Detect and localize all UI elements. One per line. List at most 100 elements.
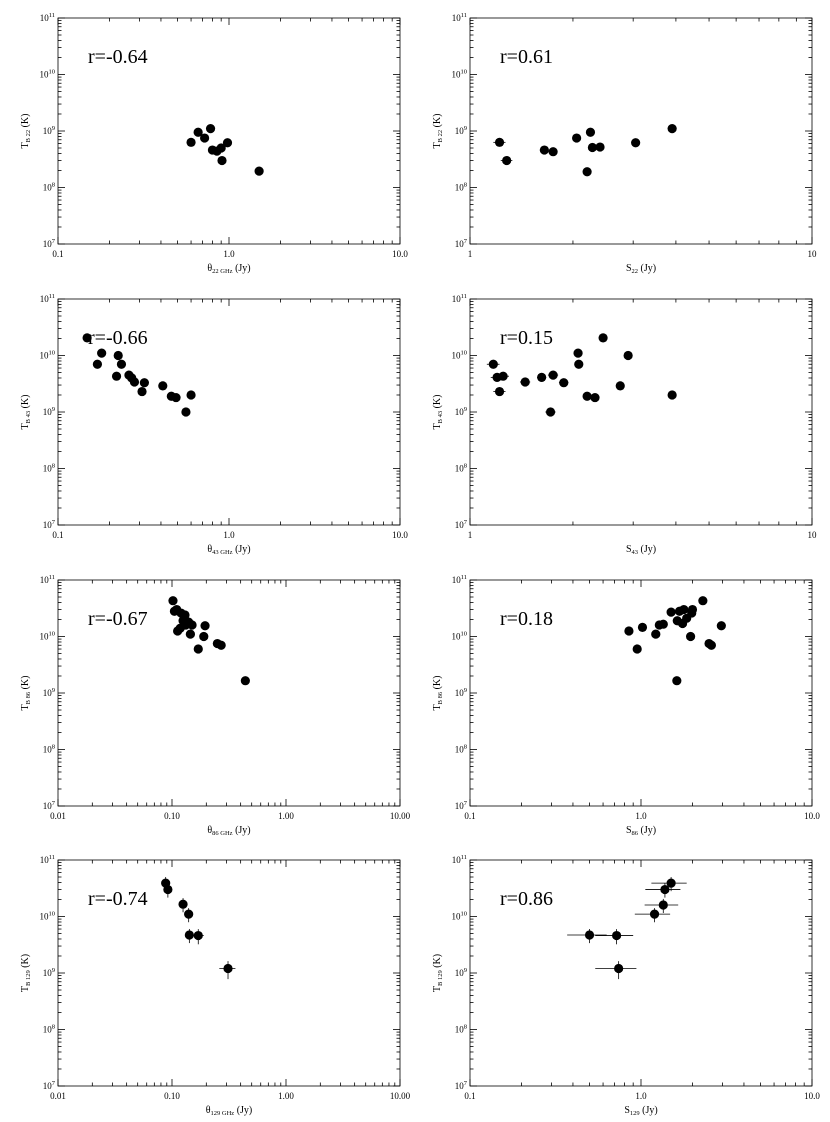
x-tick-label: 10.0 xyxy=(392,249,408,259)
y-tick-label: 109 xyxy=(43,967,55,978)
panel-a: 0.1 1.0 10.0 107 108 109 1010 1011 θ22 GHz (Jy) T… xyxy=(20,12,408,275)
y-tick-label: 1010 xyxy=(40,631,56,642)
x-tick-label: 1.0 xyxy=(635,1091,647,1101)
correlation-annotation: r=-0.64 xyxy=(88,46,148,68)
x-tick-label: 1.0 xyxy=(223,530,235,540)
data-point xyxy=(97,348,107,358)
data-point xyxy=(181,407,191,417)
data-point xyxy=(548,147,558,157)
x-tick-label: 10.00 xyxy=(390,1091,411,1101)
y-tick-label: 108 xyxy=(43,463,55,474)
x-axis-label: θ86 GHz (Jy) xyxy=(207,825,250,837)
x-tick-label: 10 xyxy=(808,530,818,540)
y-axis-label: TB 86 (K) xyxy=(20,676,32,711)
y-tick-label: 108 xyxy=(455,1024,467,1035)
data-point xyxy=(184,909,194,919)
y-axis-label: TB 129 (K) xyxy=(432,954,444,992)
data-point xyxy=(223,963,233,974)
y-tick-label: 107 xyxy=(455,519,468,530)
y-tick-label: 108 xyxy=(43,1024,55,1035)
y-tick-label: 1011 xyxy=(452,854,467,865)
y-tick-label: 109 xyxy=(455,687,467,698)
y-tick-label: 1010 xyxy=(40,69,56,80)
x-tick-label: 1 xyxy=(468,530,473,540)
data-point xyxy=(672,676,682,686)
data-point xyxy=(658,619,668,629)
data-point xyxy=(651,629,661,639)
data-point xyxy=(632,644,642,654)
data-point xyxy=(184,930,194,940)
data-point xyxy=(171,392,181,403)
data-point xyxy=(582,391,592,401)
y-tick-label: 1010 xyxy=(452,350,468,361)
data-point xyxy=(612,930,622,941)
data-point xyxy=(158,381,168,391)
y-tick-label: 1010 xyxy=(452,631,468,642)
data-point xyxy=(168,596,178,606)
y-tick-label: 107 xyxy=(455,238,468,249)
y-tick-label: 1010 xyxy=(452,911,468,922)
correlation-annotation: r=0.61 xyxy=(500,46,553,68)
x-tick-label: 10 xyxy=(808,249,818,259)
y-tick-label: 1011 xyxy=(452,574,467,585)
data-point xyxy=(217,155,227,166)
data-point xyxy=(706,640,716,650)
y-axis-label: TB 22 (K) xyxy=(432,114,444,149)
data-point xyxy=(113,350,123,361)
data-point xyxy=(82,333,92,343)
data-point xyxy=(584,930,595,940)
data-point xyxy=(666,607,676,617)
x-tick-label: 1 xyxy=(468,249,473,259)
data-point xyxy=(163,884,173,895)
data-point xyxy=(582,167,592,177)
x-tick-label: 0.1 xyxy=(52,249,63,259)
y-tick-label: 109 xyxy=(455,125,467,136)
data-point xyxy=(624,626,634,636)
y-tick-label: 1011 xyxy=(452,293,467,304)
data-point xyxy=(216,640,226,650)
y-axis-label: TB 129 (K) xyxy=(20,954,32,992)
y-axis-label: TB 22 (K) xyxy=(20,114,32,149)
x-tick-label: 0.10 xyxy=(164,811,180,821)
y-tick-label: 109 xyxy=(43,125,55,136)
data-point xyxy=(520,377,530,387)
x-tick-label: 0.01 xyxy=(50,811,66,821)
data-point xyxy=(590,392,600,403)
y-tick-label: 107 xyxy=(43,800,56,811)
data-point xyxy=(494,386,505,397)
y-tick-label: 108 xyxy=(43,182,55,193)
x-tick-label: 10.0 xyxy=(804,811,820,821)
data-point xyxy=(111,371,122,381)
data-point xyxy=(649,909,660,919)
y-tick-label: 1011 xyxy=(40,574,55,585)
y-tick-label: 107 xyxy=(455,1080,468,1091)
y-tick-label: 109 xyxy=(455,967,467,978)
data-point xyxy=(186,137,196,147)
y-axis-label: TB 86 (K) xyxy=(432,676,444,711)
x-tick-label: 10.00 xyxy=(390,811,411,821)
x-tick-label: 10.0 xyxy=(804,1091,820,1101)
data-point xyxy=(598,333,608,343)
x-axis-label: θ43 GHz (Jy) xyxy=(207,544,250,556)
data-point xyxy=(137,386,147,397)
data-point xyxy=(572,133,582,143)
data-point xyxy=(667,124,677,134)
x-tick-label: 10.0 xyxy=(392,530,408,540)
x-axis-label: S43 (Jy) xyxy=(626,544,656,556)
y-tick-label: 1010 xyxy=(452,69,468,80)
x-tick-label: 0.1 xyxy=(464,1091,475,1101)
data-point xyxy=(193,644,203,654)
data-point xyxy=(537,372,547,382)
x-axis-label: θ129 GHz (Jy) xyxy=(206,1105,253,1117)
x-tick-label: 1.00 xyxy=(278,1091,294,1101)
y-tick-label: 1010 xyxy=(40,350,56,361)
data-point xyxy=(193,127,203,137)
data-point xyxy=(631,138,641,148)
data-point xyxy=(623,350,633,361)
data-point xyxy=(205,124,216,134)
data-point xyxy=(685,631,696,642)
data-point xyxy=(129,377,140,387)
data-point xyxy=(587,142,598,153)
x-tick-label: 1.0 xyxy=(223,249,235,259)
